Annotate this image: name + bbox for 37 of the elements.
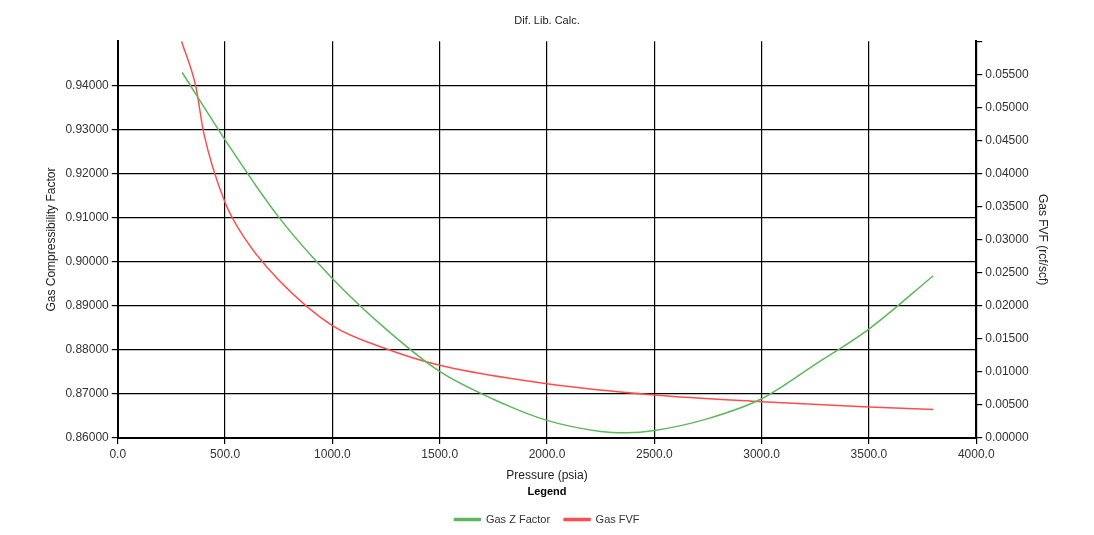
y2-tick-label: 0.02000: [985, 298, 1029, 313]
y2-tick-label: 0.00500: [985, 397, 1029, 412]
y2-tick-label: 0.01000: [985, 364, 1029, 379]
y2-tick-label: 0.04500: [985, 132, 1029, 147]
y-tick-label: 0.87000: [65, 386, 110, 401]
y2-tick-label: 0.03500: [985, 198, 1029, 213]
y2-tick-label: 0.05500: [985, 66, 1029, 81]
x-tick-label: 2500.0: [635, 446, 673, 461]
y-tick-label: 0.94000: [65, 77, 110, 92]
x-tick-label: 1000.0: [314, 446, 352, 461]
y2-tick-label: 0.03000: [985, 231, 1029, 246]
x-tick-label: 4000.0: [957, 446, 995, 461]
y-axis-title: Gas Compressibility Factor: [43, 167, 58, 312]
x-tick-label: 2000.0: [528, 446, 566, 461]
x-tick-label: 500.0: [210, 446, 241, 461]
y2-tick-label: 0.05000: [985, 99, 1029, 114]
legend-title: Legend: [527, 485, 567, 498]
legend-label: Gas FVF: [595, 512, 640, 525]
x-tick-label: 3000.0: [743, 446, 781, 461]
x-tick-label: 0.0: [109, 446, 127, 461]
chart-title: Dif. Lib. Calc.: [514, 13, 580, 26]
y-tick-label: 0.91000: [65, 209, 110, 224]
x-tick-label: 3500.0: [850, 446, 888, 461]
x-axis-title: Pressure (psia): [506, 467, 588, 482]
y2-axis-title: Gas FVF (rcf/scf): [1036, 193, 1051, 286]
x-tick-label: 1500.0: [421, 446, 459, 461]
y2-tick-label: 0.01500: [985, 331, 1029, 346]
y-tick-label: 0.86000: [65, 430, 110, 445]
y-tick-label: 0.90000: [65, 253, 110, 268]
y2-tick-label: 0.00000: [985, 430, 1029, 445]
y-tick-label: 0.89000: [65, 298, 110, 313]
y-tick-label: 0.92000: [65, 165, 110, 180]
y-tick-label: 0.93000: [65, 121, 110, 136]
y-tick-label: 0.88000: [65, 342, 110, 357]
y2-tick-label: 0.02500: [985, 264, 1029, 279]
y2-tick-label: 0.04000: [985, 165, 1029, 180]
legend-label: Gas Z Factor: [485, 512, 551, 525]
